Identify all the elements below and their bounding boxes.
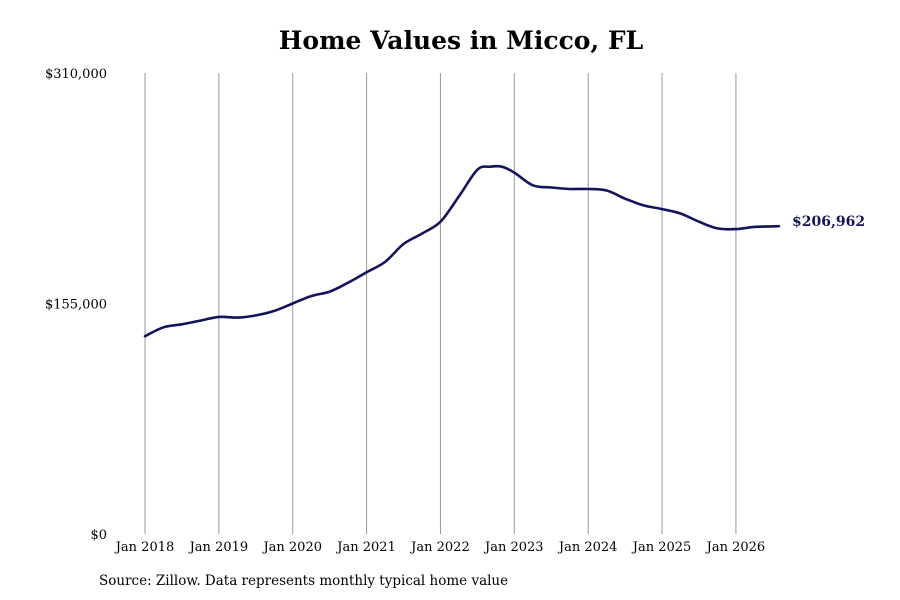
series-line (143, 164, 781, 338)
x-tick-label: Jan 2022 (409, 540, 470, 555)
x-tick-label: Jan 2025 (631, 540, 692, 555)
y-tick-label: $310,000 (45, 67, 107, 82)
y-axis-ticks: $310,000 $155,000 $0 (45, 67, 107, 543)
x-tick-label: Jan 2018 (114, 540, 175, 555)
end-value-label: $206,962 (792, 214, 865, 230)
y-tick-label: $0 (90, 528, 107, 543)
y-tick-label: $155,000 (45, 298, 107, 313)
grid-lines (144, 73, 737, 534)
x-axis-ticks: Jan 2018 Jan 2019 Jan 2020 Jan 2021 Jan 2022… (114, 540, 765, 555)
x-tick-label: Jan 2019 (188, 540, 249, 555)
x-tick-label: Jan 2024 (557, 540, 618, 555)
chart-title: Home Values in Micco, FL (278, 26, 644, 55)
x-tick-label: Jan 2021 (335, 540, 396, 555)
x-tick-label: Jan 2020 (261, 540, 322, 555)
source-note: Source: Zillow. Data represents monthly … (99, 573, 509, 589)
x-tick-label: Jan 2023 (483, 540, 544, 555)
x-tick-label: Jan 2026 (705, 540, 766, 555)
